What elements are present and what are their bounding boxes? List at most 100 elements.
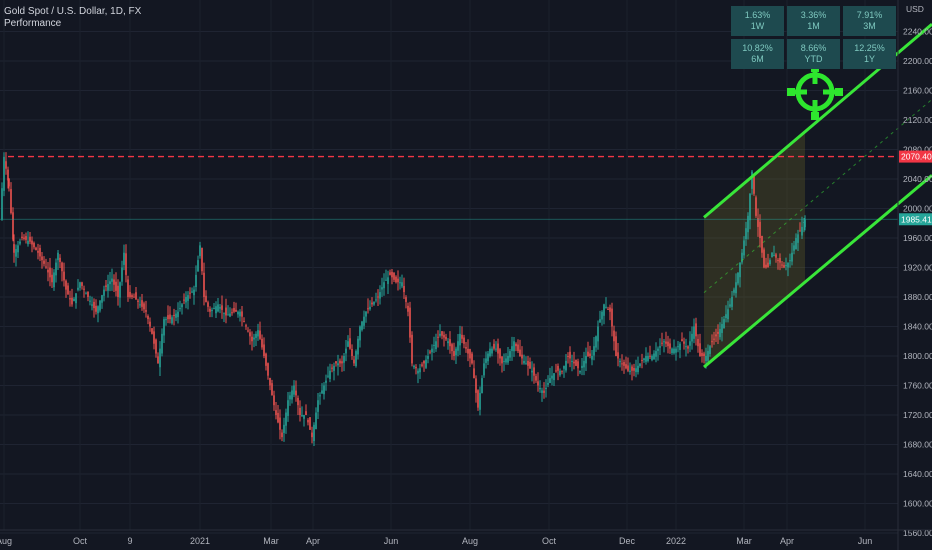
candle-body [741, 252, 743, 263]
current-price-label: 1985.41 [901, 214, 932, 224]
candle-body [639, 363, 641, 367]
candle-body [191, 291, 193, 293]
candle-body [525, 363, 527, 365]
candle-body [341, 361, 343, 364]
candle-body [751, 171, 753, 189]
candle-body [401, 282, 403, 287]
candle-body [207, 302, 209, 307]
candle-body [269, 377, 271, 386]
candle-body [183, 299, 185, 301]
candle-body [517, 344, 519, 352]
candle-body [291, 390, 293, 400]
candle-body [119, 282, 121, 298]
candle-body [229, 313, 231, 317]
candle-body [369, 306, 371, 310]
candle-body [29, 236, 31, 242]
candle-body [555, 370, 557, 372]
x-tick-label: Dec [619, 536, 636, 546]
target-crosshair-tip [835, 88, 843, 96]
candle-body [511, 346, 513, 351]
candle-body [141, 300, 143, 307]
candle-body [791, 252, 793, 262]
candle-body [351, 348, 353, 356]
candle-body [467, 348, 469, 354]
candle-body [551, 375, 553, 379]
candle-body [325, 380, 327, 383]
candle-body [129, 291, 131, 297]
candle-body [689, 341, 691, 346]
candle-body [15, 249, 17, 257]
candle-body [797, 234, 799, 243]
perf-value: 12.25% [854, 43, 885, 53]
candle-body [273, 395, 275, 406]
candle-body [713, 338, 715, 340]
candle-body [439, 333, 441, 336]
candle-body [91, 304, 93, 306]
candle-body [661, 342, 663, 344]
candle-body [471, 353, 473, 364]
candle-body [429, 351, 431, 353]
x-tick-label: Oct [542, 536, 557, 546]
candle-body [8, 178, 10, 187]
candle-body [349, 338, 351, 349]
candle-body [695, 323, 697, 337]
candle-body [305, 411, 307, 415]
candle-body [55, 262, 57, 276]
y-tick-label: 1920.00 [903, 263, 932, 273]
candle-body [405, 297, 407, 302]
candle-body [347, 341, 349, 347]
candle-body [547, 383, 549, 385]
candle-body [145, 310, 147, 312]
candle-body [449, 339, 451, 347]
candle-body [35, 247, 37, 250]
x-tick-label: Apr [306, 536, 320, 546]
candle-body [49, 267, 51, 278]
currency-label: USD [906, 4, 924, 14]
candle-body [747, 215, 749, 233]
candle-body [235, 309, 237, 312]
y-tick-label: 1720.00 [903, 410, 932, 420]
candle-body [385, 279, 387, 281]
candle-body [93, 301, 95, 309]
x-tick-label: Mar [736, 536, 752, 546]
candle-body [10, 189, 12, 213]
candle-body [771, 252, 773, 258]
candle-body [23, 237, 25, 239]
candle-body [313, 424, 315, 442]
candle-body [725, 314, 727, 318]
y-tick-label: 1600.00 [903, 499, 932, 509]
candle-body [755, 197, 757, 216]
candle-body [3, 156, 5, 191]
candle-body [667, 341, 669, 347]
candle-body [149, 321, 151, 327]
candle-body [727, 309, 729, 320]
y-tick-label: 1560.00 [903, 528, 932, 538]
candle-body [503, 360, 505, 362]
candle-body [219, 307, 221, 309]
candle-body [195, 274, 197, 288]
candle-body [421, 364, 423, 366]
candle-body [77, 287, 79, 290]
candle-body [157, 356, 159, 364]
candle-body [395, 276, 397, 283]
candle-body [343, 356, 345, 363]
candle-body [701, 352, 703, 356]
candle-body [331, 367, 333, 369]
candle-body [799, 230, 801, 232]
perf-cell: 3.36% 1M [787, 6, 840, 36]
candle-body [627, 365, 629, 371]
perf-cell: 10.82% 6M [731, 39, 784, 69]
candle-body [715, 334, 717, 337]
candle-body [415, 366, 417, 369]
candle-body [165, 319, 167, 321]
candle-body [537, 381, 539, 386]
candle-body [357, 338, 359, 355]
candle-body [571, 360, 573, 362]
candle-body [277, 412, 279, 423]
candle-body [549, 378, 551, 383]
candle-body [187, 295, 189, 301]
candle-body [773, 255, 775, 257]
candle-body [265, 353, 267, 366]
candle-body [483, 363, 485, 376]
